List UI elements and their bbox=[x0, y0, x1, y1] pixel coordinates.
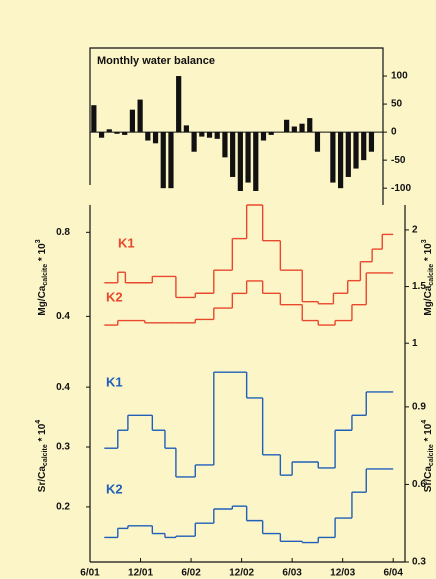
bar bbox=[183, 125, 189, 133]
bar bbox=[299, 123, 305, 133]
y-tick-label: 0.4 bbox=[56, 311, 70, 322]
bar bbox=[122, 132, 128, 135]
bar bbox=[253, 132, 259, 191]
bar bbox=[260, 132, 267, 141]
bar bbox=[268, 132, 274, 135]
axis-label: Sr/Cacalcite * 104 bbox=[35, 420, 49, 493]
axis-label-part: calcite bbox=[428, 444, 435, 466]
bar bbox=[368, 132, 375, 152]
x-tick-label: 6/01 bbox=[80, 568, 100, 579]
y-tick-label: 0.2 bbox=[56, 502, 70, 513]
axis-label-part: calcite bbox=[42, 264, 49, 286]
bar bbox=[168, 132, 174, 189]
axis-label-part: Mg/Ca bbox=[37, 285, 48, 315]
x-tick-label: 12/02 bbox=[229, 568, 254, 579]
y-tick-label: 0.8 bbox=[56, 227, 70, 238]
bar bbox=[176, 76, 182, 133]
bar bbox=[152, 132, 159, 144]
y2-tick-label: 0.3 bbox=[412, 557, 426, 568]
axis-label-part: Sr/Ca bbox=[423, 466, 434, 493]
x-tick-label: 12/01 bbox=[128, 568, 153, 579]
chart-title: Monthly water balance bbox=[97, 55, 215, 67]
y2-tick-label: 0.9 bbox=[412, 402, 426, 413]
axis-label-part: * 10 bbox=[37, 243, 48, 264]
bar bbox=[337, 132, 344, 189]
axis-label-part: 4 bbox=[421, 420, 428, 424]
series-label: K1 bbox=[106, 374, 123, 389]
bar bbox=[137, 99, 143, 133]
x-tick-label: 6/03 bbox=[282, 568, 302, 579]
bar bbox=[199, 132, 205, 137]
bar bbox=[353, 132, 359, 169]
bar bbox=[237, 132, 243, 191]
axis-label-part: Mg/Ca bbox=[423, 285, 434, 315]
axis-label-part: calcite bbox=[428, 264, 435, 286]
bar bbox=[230, 132, 236, 177]
bar bbox=[129, 109, 136, 133]
top-panel-frame bbox=[89, 47, 384, 205]
axis-label: Mg/Cacalcite * 103 bbox=[35, 239, 49, 315]
axis-label: Mg/Cacalcite * 103 bbox=[421, 239, 435, 315]
bar bbox=[291, 126, 297, 133]
x-tick-label: 6/02 bbox=[181, 568, 201, 579]
bar bbox=[214, 132, 220, 139]
y-tick-label: -100 bbox=[391, 183, 411, 194]
y2-tick-label: 1.5 bbox=[412, 281, 426, 292]
axis-label-part: 4 bbox=[35, 420, 42, 424]
x-tick-label: 6/04 bbox=[383, 568, 403, 579]
series-label: K2 bbox=[106, 289, 123, 304]
bar bbox=[314, 132, 321, 152]
bar bbox=[222, 132, 228, 158]
axis-label-part: calcite bbox=[42, 444, 49, 466]
series-label: K2 bbox=[106, 481, 123, 496]
x-tick-label: 12/03 bbox=[330, 568, 355, 579]
y2-tick-label: 0.6 bbox=[412, 479, 426, 490]
bar bbox=[307, 118, 313, 133]
bar bbox=[345, 132, 351, 177]
axis-label-part: 3 bbox=[35, 239, 42, 243]
axis-label-part: * 10 bbox=[37, 423, 48, 444]
axis-label-part: * 10 bbox=[423, 423, 434, 444]
y-tick-label: 50 bbox=[391, 99, 403, 110]
axis-label-part: 3 bbox=[421, 239, 428, 243]
bar bbox=[98, 132, 105, 138]
series-label: K1 bbox=[118, 235, 135, 250]
y2-tick-label: 1 bbox=[412, 338, 418, 349]
bar bbox=[330, 132, 336, 183]
y2-tick-label: 2 bbox=[412, 225, 418, 236]
axis-label: Sr/Cacalcite * 104 bbox=[421, 420, 435, 493]
bar bbox=[206, 132, 213, 138]
y-tick-label: 0.4 bbox=[56, 382, 70, 393]
y-tick-label: 0 bbox=[391, 127, 397, 138]
bar bbox=[191, 132, 197, 152]
y-tick-label: 0.3 bbox=[56, 442, 70, 453]
bar bbox=[284, 119, 290, 133]
bar bbox=[361, 132, 367, 161]
y-tick-label: 100 bbox=[391, 71, 408, 82]
bar bbox=[106, 129, 112, 133]
bar bbox=[160, 132, 166, 189]
axis-label-part: * 10 bbox=[423, 243, 434, 264]
bar bbox=[245, 132, 251, 183]
bar bbox=[145, 132, 151, 141]
axis-label-part: Sr/Ca bbox=[37, 466, 48, 493]
bar bbox=[114, 132, 120, 134]
y-tick-label: -50 bbox=[391, 155, 406, 166]
bar bbox=[91, 105, 97, 133]
